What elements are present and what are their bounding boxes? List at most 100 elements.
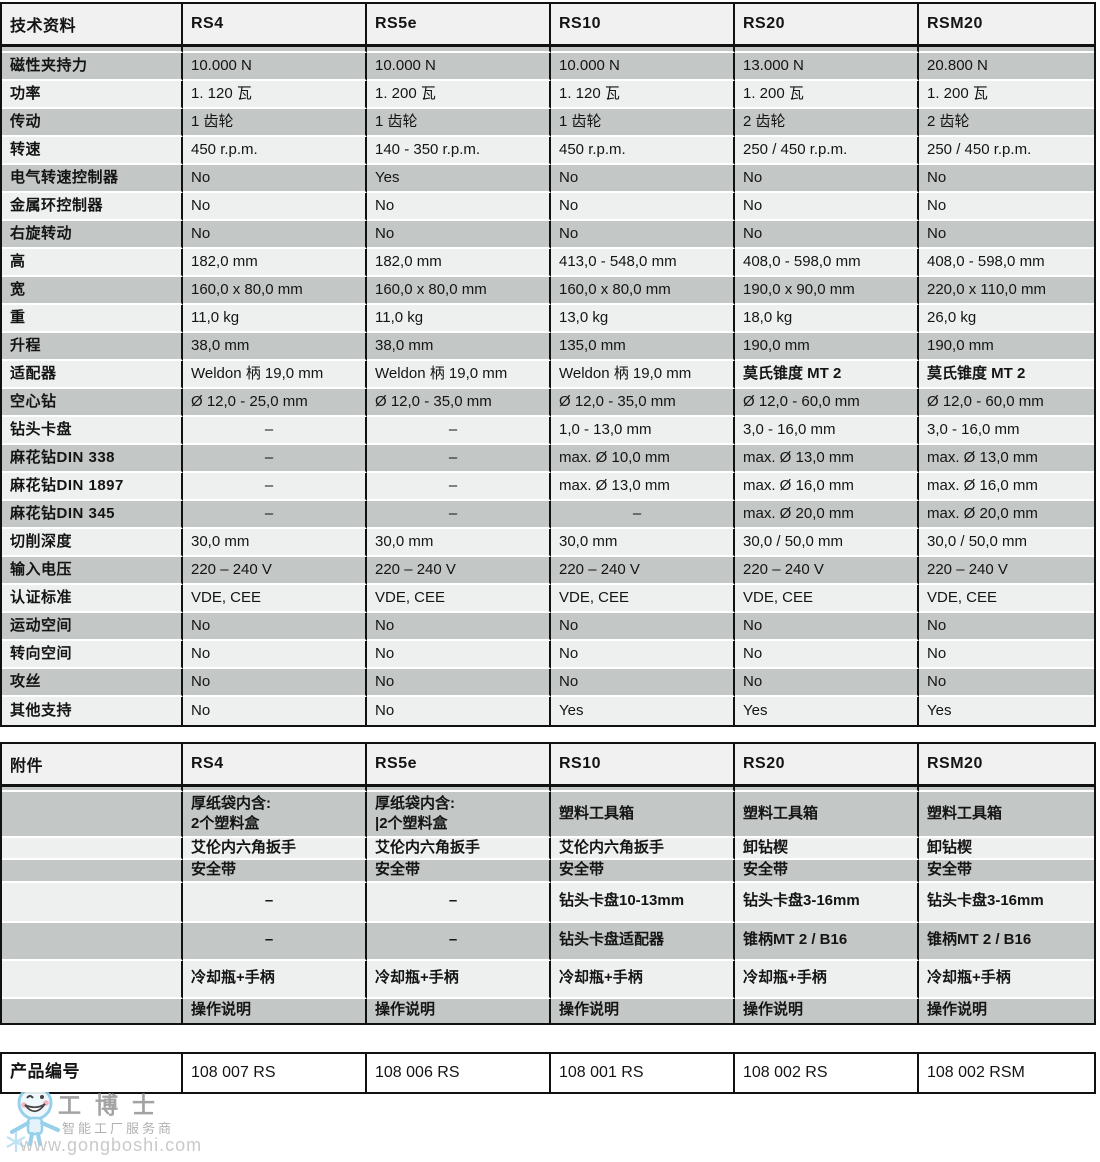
row-label: 功率 <box>2 81 183 109</box>
row-label: 认证标准 <box>2 585 183 613</box>
row-label: 右旋转动 <box>2 221 183 249</box>
cell: 安全带 <box>735 860 919 883</box>
cell: No <box>919 165 1094 193</box>
table-row: 磁性夹持力 10.000 N 10.000 N 10.000 N 13.000 N 20.… <box>2 53 1094 81</box>
column-header: RS10 <box>551 744 735 787</box>
table-row: 宽 160,0 x 80,0 mm 160,0 x 80,0 mm 160,0 x 8… <box>2 277 1094 305</box>
cell: 250 / 450 r.p.m. <box>919 137 1094 165</box>
row-label <box>2 860 183 883</box>
row-label: 重 <box>2 305 183 333</box>
cell: No <box>551 193 735 221</box>
product-number-cell: 108 001 RS <box>551 1053 735 1092</box>
row-label <box>2 838 183 861</box>
cell: 408,0 - 598,0 mm <box>735 249 919 277</box>
cell: 11,0 kg <box>183 305 367 333</box>
cell: max. Ø 13,0 mm <box>919 445 1094 473</box>
cell: No <box>183 193 367 221</box>
cell: 140 - 350 r.p.m. <box>367 137 551 165</box>
cell: – <box>367 882 551 923</box>
cell: No <box>367 669 551 697</box>
sliver-cell <box>367 47 551 53</box>
cell: 182,0 mm <box>367 249 551 277</box>
table-row: 攻丝 No No No No No <box>2 669 1094 697</box>
column-header: RS5e <box>367 4 551 47</box>
accessories-table-body: 厚纸袋内含: 2个塑料盒 厚纸袋内含: |2个塑料盒 塑料工具箱 塑料工具箱 塑料工具箱… <box>2 787 1094 1023</box>
sliver-cell <box>2 787 183 792</box>
tech-table-body: 磁性夹持力 10.000 N 10.000 N 10.000 N 13.000 N 20.… <box>2 47 1094 725</box>
cell: – <box>367 417 551 445</box>
table-row: – – 钻头卡盘适配器 锥柄MT 2 / B16 锥柄MT 2 / B16 <box>2 922 1094 961</box>
cell: No <box>735 221 919 249</box>
cell: 20.800 N <box>919 53 1094 81</box>
cell: 413,0 - 548,0 mm <box>551 249 735 277</box>
cell: 冷却瓶+手柄 <box>919 960 1094 999</box>
cell: – <box>367 473 551 501</box>
product-number-row: 产品编号 108 007 RS 108 006 RS 108 001 RS 108 00… <box>2 1053 1094 1092</box>
cell: 冷却瓶+手柄 <box>735 960 919 999</box>
cell: 操作说明 <box>735 998 919 1023</box>
cell: max. Ø 20,0 mm <box>919 501 1094 529</box>
cell: 操作说明 <box>919 998 1094 1023</box>
cell: 220 – 240 V <box>551 557 735 585</box>
cell: 钻头卡盘3-16mm <box>735 882 919 923</box>
column-header: RSM20 <box>919 4 1094 47</box>
table-row: 认证标准 VDE, CEE VDE, CEE VDE, CEE VDE, CEE VDE,… <box>2 585 1094 613</box>
row-label <box>2 922 183 961</box>
cell: 1. 120 瓦 <box>551 81 735 109</box>
cell: – <box>183 882 367 923</box>
row-label <box>2 960 183 999</box>
sliver-cell <box>183 787 367 792</box>
table-row: 安全带 安全带 安全带 安全带 安全带 <box>2 860 1094 883</box>
cell: No <box>919 221 1094 249</box>
cell: Ø 12,0 - 60,0 mm <box>919 389 1094 417</box>
row-label: 转速 <box>2 137 183 165</box>
cell: No <box>367 641 551 669</box>
table-row: 麻花钻DIN 345– – – max. Ø 20,0 mm max. Ø 20,0 m… <box>2 501 1094 529</box>
cell: Weldon 柄 19,0 mm <box>183 361 367 389</box>
cell: 3,0 - 16,0 mm <box>735 417 919 445</box>
cell: 220 – 240 V <box>183 557 367 585</box>
cell: No <box>551 669 735 697</box>
cell: 卸钻楔 <box>735 838 919 861</box>
cell: VDE, CEE <box>183 585 367 613</box>
cell: 1. 200 瓦 <box>919 81 1094 109</box>
column-header: RS20 <box>735 4 919 47</box>
cell: max. Ø 16,0 mm <box>919 473 1094 501</box>
cell: 13,0 kg <box>551 305 735 333</box>
cell: 190,0 x 90,0 mm <box>735 277 919 305</box>
cell: – <box>367 501 551 529</box>
column-header: RSM20 <box>919 744 1094 787</box>
cell: 18,0 kg <box>735 305 919 333</box>
cell: 10.000 N <box>551 53 735 81</box>
row-label: 麻花钻DIN 1897 <box>2 473 183 501</box>
cell: No <box>735 613 919 641</box>
column-header: 附件 <box>2 744 183 787</box>
row-label: 转向空间 <box>2 641 183 669</box>
cell: 408,0 - 598,0 mm <box>919 249 1094 277</box>
cell: 220 – 240 V <box>919 557 1094 585</box>
column-header: RS10 <box>551 4 735 47</box>
row-label: 电气转速控制器 <box>2 165 183 193</box>
row-label: 空心钻 <box>2 389 183 417</box>
cell: – <box>367 922 551 961</box>
cell: 冷却瓶+手柄 <box>183 960 367 999</box>
row-label: 麻花钻DIN 345 <box>2 501 183 529</box>
cell: 1. 200 瓦 <box>735 81 919 109</box>
cell: 190,0 mm <box>919 333 1094 361</box>
cell: 11,0 kg <box>367 305 551 333</box>
cell: No <box>735 641 919 669</box>
sliver-cell <box>551 47 735 53</box>
cell: 30,0 mm <box>183 529 367 557</box>
cell: – <box>183 417 367 445</box>
cell: 1 齿轮 <box>183 109 367 137</box>
cell: 安全带 <box>919 860 1094 883</box>
cell: 1,0 - 13,0 mm <box>551 417 735 445</box>
cell: 2 齿轮 <box>735 109 919 137</box>
cell: Ø 12,0 - 35,0 mm <box>551 389 735 417</box>
cell: 钻头卡盘适配器 <box>551 922 735 961</box>
cell: 1 齿轮 <box>551 109 735 137</box>
cell: VDE, CEE <box>735 585 919 613</box>
cell: 450 r.p.m. <box>551 137 735 165</box>
cell: Ø 12,0 - 25,0 mm <box>183 389 367 417</box>
